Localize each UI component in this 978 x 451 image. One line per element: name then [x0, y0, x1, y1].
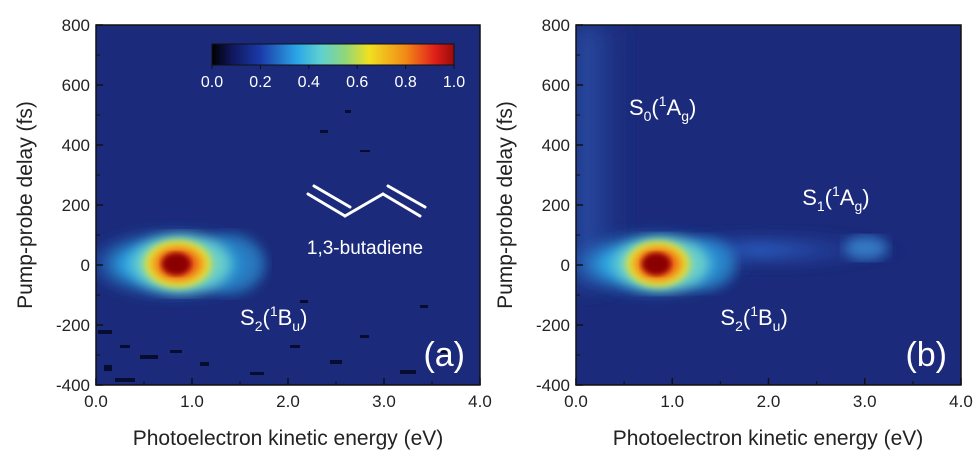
x-axis-label-a: Photoelectron kinetic energy (eV) [133, 427, 444, 450]
y-axis-label-a: Pump-probe delay (fs) [14, 101, 37, 309]
annotations-b: S0(1Ag) S1(1Ag) S2(1Bu) [629, 93, 870, 334]
y-tick-label: 800 [62, 16, 90, 35]
x-tick-label: 0.0 [564, 392, 588, 411]
panel-label-b: (b) [905, 336, 947, 374]
axis-ticks-b [575, 24, 962, 386]
colorbar-tick-label: 0.0 [201, 74, 223, 91]
y-tick-label: 600 [542, 76, 570, 95]
panel-a: 0.0 1.0 2.0 3.0 4.0 -400 -200 0 200 400 600 800 Pho… [14, 16, 492, 450]
state-label: S0(1Ag) [629, 93, 696, 124]
molecule-label: 1,3-butadiene [307, 238, 423, 259]
colorbar-tick-label: 0.8 [394, 74, 416, 91]
annotations-a: S2(1Bu) [240, 303, 307, 334]
x-tick-label: 4.0 [949, 392, 973, 411]
tick-labels-a: 0.0 1.0 2.0 3.0 4.0 -400 -200 0 200 400 600 800 [56, 16, 492, 411]
y-tick-label: -400 [56, 376, 90, 395]
y-tick-label: -200 [536, 316, 570, 335]
heatmap-b [576, 25, 910, 300]
colorbar-tick-label: 0.2 [249, 74, 271, 91]
state-label: S2(1Bu) [720, 303, 787, 334]
x-tick-label: 3.0 [853, 392, 877, 411]
butadiene-structure-icon [306, 184, 427, 218]
noise-a [98, 110, 450, 382]
x-tick-label: 1.0 [660, 392, 684, 411]
y-tick-label: -400 [536, 376, 570, 395]
state-label: S2(1Bu) [240, 303, 307, 334]
panel-label-a: (a) [423, 336, 465, 374]
y-tick-label: 0 [561, 256, 570, 275]
x-tick-label: 0.0 [84, 392, 108, 411]
panel-b: 0.0 1.0 2.0 3.0 4.0 -400 -200 0 200 400 600 800 Pho… [494, 16, 973, 450]
y-tick-label: 600 [62, 76, 90, 95]
axis-ticks-a [95, 24, 481, 386]
y-tick-label: -200 [56, 316, 90, 335]
y-tick-label: 400 [62, 136, 90, 155]
colorbar-tick-label: 0.6 [346, 74, 368, 91]
x-tick-label: 3.0 [372, 392, 396, 411]
y-axis-label-b: Pump-probe delay (fs) [494, 101, 517, 309]
plot-background-a [96, 25, 480, 385]
colorbar-tick-labels: 0.0 0.2 0.4 0.6 0.8 1.0 [201, 65, 465, 91]
x-tick-label: 1.0 [180, 392, 204, 411]
x-tick-label: 2.0 [757, 392, 781, 411]
heatmap-a [96, 110, 450, 382]
x-axis-label-b: Photoelectron kinetic energy (eV) [613, 427, 924, 450]
x-tick-label: 4.0 [468, 392, 492, 411]
y-tick-label: 200 [542, 196, 570, 215]
y-tick-label: 200 [62, 196, 90, 215]
colorbar-gradient [211, 43, 455, 66]
y-tick-label: 0 [81, 256, 90, 275]
state-label: S1(1Ag) [802, 183, 869, 214]
colorbar: 0.0 0.2 0.4 0.6 0.8 1.0 [201, 43, 465, 91]
x-tick-label: 2.0 [276, 392, 300, 411]
y-tick-label: 800 [542, 16, 570, 35]
colorbar-tick-label: 0.4 [298, 74, 320, 91]
tick-labels-b: 0.0 1.0 2.0 3.0 4.0 -400 -200 0 200 400 600 800 [536, 16, 973, 411]
colorbar-tick-label: 1.0 [443, 74, 465, 91]
plot-background-b [576, 25, 961, 385]
y-tick-label: 400 [542, 136, 570, 155]
